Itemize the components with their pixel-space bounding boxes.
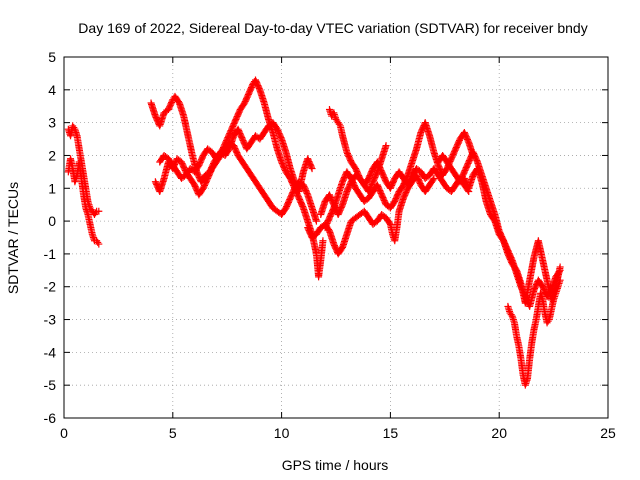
series-arc2 — [64, 155, 103, 248]
y-tick-label: -6 — [44, 410, 57, 426]
y-tick-label: 0 — [48, 213, 56, 229]
tick-labels: 0 5 10 15 20 25 -6 -5 -4 -3 -2 -1 0 1 2 3 4 5 — [44, 49, 616, 441]
y-tick-label: 5 — [48, 49, 56, 65]
series-arc6 — [304, 171, 438, 258]
y-tick-label: -2 — [44, 279, 57, 295]
data-point — [335, 120, 343, 128]
x-tick-label: 10 — [274, 425, 290, 441]
y-tick-label: 2 — [48, 147, 56, 163]
data-point — [70, 124, 78, 132]
series-arc5 — [156, 119, 316, 196]
data-point — [507, 311, 515, 319]
data-point — [95, 240, 103, 248]
data-point — [95, 207, 103, 215]
data-point — [556, 263, 564, 271]
data-point — [308, 165, 316, 173]
y-tick-label: 4 — [48, 82, 56, 98]
data-point — [94, 238, 102, 246]
data-point — [386, 219, 394, 227]
data-point — [556, 276, 564, 284]
x-tick-label: 0 — [60, 425, 68, 441]
x-tick-label: 5 — [169, 425, 177, 441]
chart-title: Day 169 of 2022, Sidereal Day-to-day VTE… — [78, 20, 587, 36]
plot-frame — [63, 56, 609, 419]
data-point — [382, 142, 390, 150]
y-tick-label: -1 — [44, 246, 57, 262]
y-tick-label: -3 — [44, 312, 57, 328]
data-marks — [64, 76, 564, 389]
data-point — [307, 163, 315, 171]
data-point — [92, 209, 100, 217]
y-tick-label: -5 — [44, 377, 57, 393]
series-arc9 — [325, 106, 390, 196]
y-tick-label: 3 — [48, 115, 56, 131]
y-tick-label: 1 — [48, 180, 56, 196]
x-axis-label: GPS time / hours — [282, 457, 389, 473]
data-point — [312, 217, 320, 225]
x-tick-label: 25 — [600, 425, 616, 441]
data-point — [319, 237, 327, 245]
data-point — [429, 176, 437, 184]
data-point — [544, 317, 552, 325]
y-tick-label: -4 — [44, 344, 57, 360]
x-tick-label: 20 — [491, 425, 507, 441]
y-axis-label: SDTVAR / TECUs — [5, 182, 21, 294]
data-point — [168, 97, 176, 105]
x-tick-label: 15 — [383, 425, 399, 441]
series-arc11 — [460, 165, 564, 307]
series-arc12 — [504, 276, 564, 389]
data-point — [430, 174, 438, 182]
